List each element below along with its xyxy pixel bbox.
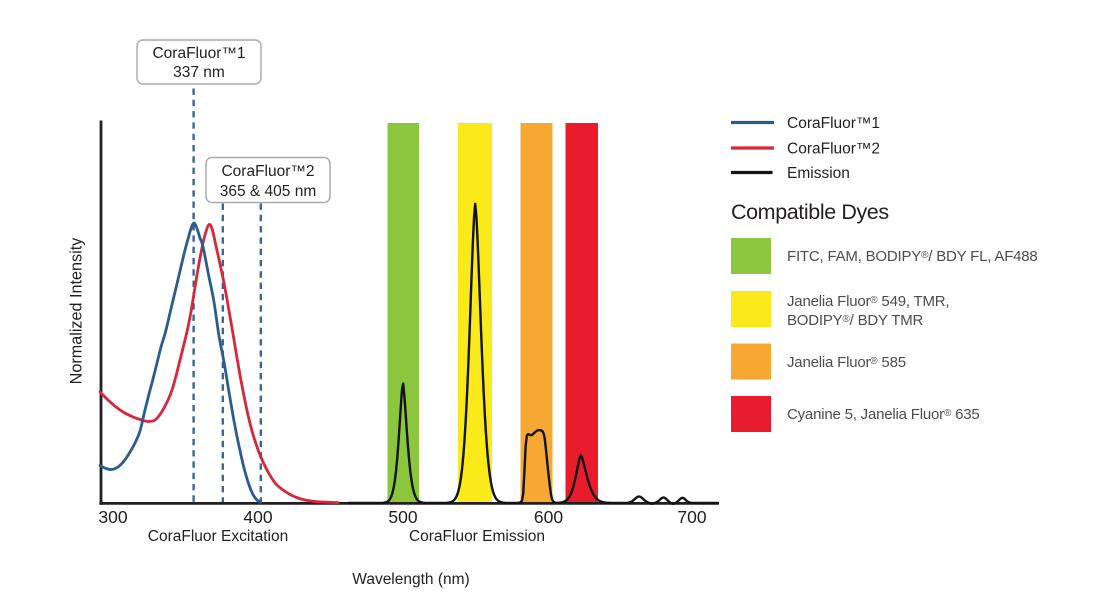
- svg-text:400: 400: [243, 507, 272, 527]
- svg-text:CoraFluor Excitation: CoraFluor Excitation: [148, 528, 288, 545]
- svg-text:CoraFluor Emission: CoraFluor Emission: [409, 528, 545, 545]
- svg-text:CoraFluor™2: CoraFluor™2: [787, 141, 880, 158]
- svg-text:Cyanine 5, Janelia Fluor® 635: Cyanine 5, Janelia Fluor® 635: [787, 406, 980, 423]
- svg-text:CoraFluor™2: CoraFluor™2: [221, 163, 314, 180]
- svg-text:500: 500: [388, 507, 417, 527]
- svg-text:Normalized Intensity: Normalized Intensity: [68, 237, 86, 385]
- svg-text:300: 300: [98, 507, 127, 527]
- svg-text:Emission: Emission: [787, 165, 850, 182]
- svg-text:CoraFluor™1: CoraFluor™1: [152, 45, 245, 62]
- svg-text:Wavelength (nm): Wavelength (nm): [352, 571, 469, 588]
- svg-text:Janelia Fluor® 585: Janelia Fluor® 585: [787, 354, 906, 371]
- svg-text:Compatible Dyes: Compatible Dyes: [731, 200, 889, 224]
- svg-text:600: 600: [534, 507, 563, 527]
- svg-text:BODIPY®/ BDY TMR: BODIPY®/ BDY TMR: [787, 312, 924, 329]
- svg-text:365 & 405 nm: 365 & 405 nm: [220, 183, 317, 200]
- svg-text:700: 700: [677, 507, 706, 527]
- svg-text:Janelia Fluor® 549, TMR,: Janelia Fluor® 549, TMR,: [787, 293, 949, 310]
- svg-text:CoraFluor™1: CoraFluor™1: [787, 115, 880, 132]
- svg-text:FITC, FAM, BODIPY®/ BDY FL, AF: FITC, FAM, BODIPY®/ BDY FL, AF488: [787, 248, 1038, 265]
- svg-text:337 nm: 337 nm: [173, 64, 225, 81]
